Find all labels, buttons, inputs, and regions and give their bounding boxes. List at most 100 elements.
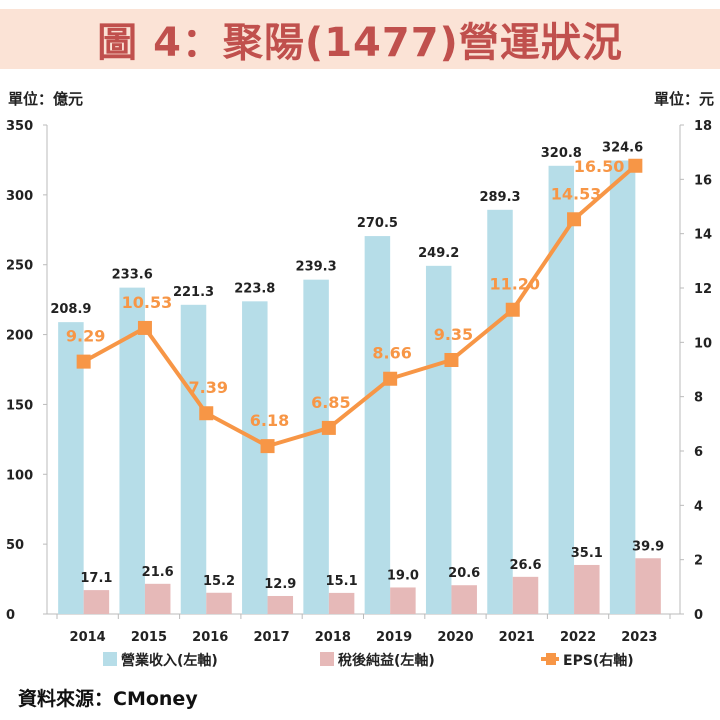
eps-marker — [444, 352, 459, 367]
revenue-data-label: 320.8 — [541, 146, 582, 161]
right-tick-label: 10 — [694, 336, 712, 351]
x-tick-label: 2020 — [437, 630, 473, 645]
eps-data-label: 8.66 — [372, 344, 411, 363]
revenue-data-label: 249.2 — [418, 246, 459, 261]
profit-bar — [144, 583, 171, 614]
right-tick-label: 12 — [694, 282, 712, 297]
revenue-bar — [303, 279, 329, 614]
profit-bar — [206, 592, 232, 614]
revenue-data-label: 324.6 — [602, 140, 643, 155]
profit-bar — [574, 564, 600, 614]
eps-marker — [137, 320, 152, 335]
eps-marker — [76, 354, 91, 369]
left-tick-label: 200 — [6, 329, 33, 344]
profit-data-label: 17.1 — [80, 571, 112, 586]
right-tick-label: 14 — [694, 228, 712, 243]
eps-marker — [628, 158, 643, 173]
eps-data-label: 16.50 — [574, 157, 625, 176]
revenue-data-label: 233.6 — [112, 268, 153, 283]
eps-marker — [260, 439, 275, 454]
revenue-bar — [242, 301, 268, 614]
profit-data-label: 12.9 — [264, 577, 296, 592]
left-tick-label: 150 — [6, 398, 33, 413]
right-tick-label: 0 — [694, 608, 703, 623]
left-axis-unit: 單位：億元 — [8, 90, 84, 108]
x-tick-label: 2019 — [376, 630, 412, 645]
profit-bar — [267, 595, 294, 614]
x-tick-label: 2015 — [131, 630, 167, 645]
eps-marker — [567, 212, 582, 227]
source-note: 資料來源：CMoney — [18, 688, 198, 710]
x-tick-label: 2023 — [621, 630, 657, 645]
left-tick-label: 100 — [6, 468, 33, 483]
revenue-bar — [119, 287, 145, 614]
right-tick-label: 18 — [694, 119, 712, 134]
revenue-bar — [487, 209, 513, 614]
right-tick-label: 2 — [694, 554, 703, 569]
revenue-data-label: 221.3 — [173, 285, 214, 300]
x-tick-label: 2016 — [192, 630, 228, 645]
profit-bar — [451, 585, 477, 614]
left-tick-label: 300 — [6, 189, 33, 204]
eps-line — [82, 164, 637, 449]
x-tick-label: 2018 — [315, 630, 351, 645]
revenue-data-label: 239.3 — [296, 260, 337, 275]
profit-bar — [512, 576, 539, 614]
right-tick-label: 16 — [694, 173, 712, 188]
profit-bar — [328, 592, 355, 614]
right-tick-label: 4 — [694, 499, 703, 514]
x-tick-label: 2021 — [499, 630, 535, 645]
revenue-bar — [180, 304, 207, 614]
legend-swatch-profit — [320, 652, 334, 666]
eps-data-label: 10.53 — [122, 293, 173, 312]
profit-data-label: 35.1 — [571, 546, 603, 561]
profit-data-label: 21.6 — [142, 565, 174, 580]
left-tick-label: 50 — [6, 538, 24, 553]
title-band: 圖 4：聚陽(1477)營運狀況 — [0, 9, 720, 69]
profit-data-label: 19.0 — [387, 568, 419, 583]
right-axis-unit: 單位：元 — [653, 90, 714, 108]
legend-swatch-revenue — [103, 652, 117, 666]
profit-data-label: 26.6 — [509, 558, 541, 573]
revenue-bar — [609, 160, 636, 614]
revenue-bar — [364, 236, 391, 614]
revenue-data-label: 289.3 — [479, 190, 520, 205]
eps-data-label: 6.85 — [311, 393, 350, 412]
legend-label: 營業收入(左軸) — [121, 652, 218, 669]
x-tick-label: 2017 — [253, 630, 289, 645]
profit-data-label: 15.1 — [326, 574, 358, 589]
profit-data-label: 15.2 — [203, 574, 235, 589]
eps-data-label: 11.20 — [489, 275, 540, 294]
eps-marker — [505, 302, 520, 317]
x-tick-label: 2022 — [560, 630, 596, 645]
legend-label: 稅後純益(左軸) — [338, 652, 435, 669]
right-tick-label: 8 — [694, 391, 703, 406]
eps-data-label: 7.39 — [189, 378, 228, 397]
eps-data-label: 9.29 — [66, 327, 105, 346]
profit-bar — [635, 558, 661, 614]
profit-data-label: 20.6 — [448, 566, 480, 581]
eps-marker — [321, 420, 336, 435]
right-tick-label: 6 — [694, 445, 703, 460]
revenue-bar — [58, 322, 84, 614]
legend-swatch-eps-marker — [546, 653, 556, 665]
left-tick-label: 0 — [6, 608, 15, 623]
legend-label: EPS(右軸) — [563, 652, 634, 669]
profit-bar — [83, 590, 110, 614]
eps-data-label: 6.18 — [250, 411, 289, 430]
x-tick-label: 2014 — [70, 630, 106, 645]
eps-marker — [199, 406, 214, 421]
profit-bar — [390, 587, 416, 614]
profit-data-label: 39.9 — [632, 539, 664, 554]
eps-marker — [383, 371, 398, 386]
eps-data-label: 9.35 — [434, 325, 473, 344]
revenue-bar — [425, 265, 452, 614]
revenue-data-label: 208.9 — [50, 302, 91, 317]
left-tick-label: 350 — [6, 119, 33, 134]
revenue-data-label: 223.8 — [234, 281, 275, 296]
eps-data-label: 14.53 — [551, 184, 602, 203]
revenue-data-label: 270.5 — [357, 216, 398, 231]
left-tick-label: 250 — [6, 259, 33, 274]
chart-title: 圖 4：聚陽(1477)營運狀況 — [97, 20, 623, 66]
